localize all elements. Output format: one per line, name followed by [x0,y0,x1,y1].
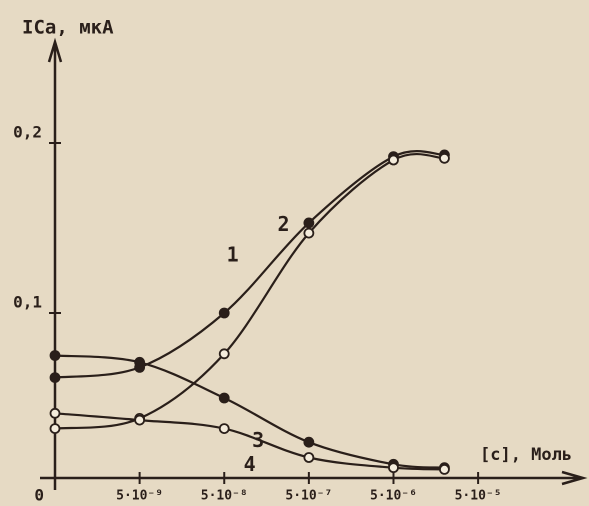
x-tick-label: 5·10⁻⁵ [455,489,502,504]
data-point [389,156,398,165]
series-label: 2 [277,212,289,236]
x-tick-label: 5·10⁻⁸ [201,489,248,504]
chart: ICa, мкА [c], Моль 5·10⁻⁹ 5·10⁻⁸ 5·10⁻⁷ 5·1… [0,0,589,506]
x-tick-label: 5·10⁻⁷ [285,489,332,504]
series-label: 4 [244,452,256,476]
data-point [304,218,313,227]
data-point [440,154,449,163]
x-axis-label: [c], Моль [480,445,572,465]
y-tick-label: 0,2 [13,123,42,142]
data-point [51,424,60,433]
data-point [220,309,229,318]
x-tick-label: 5·10⁻⁹ [116,489,163,504]
data-point [304,229,313,238]
x-tick-label: 5·10⁻⁶ [370,489,417,504]
data-point [220,349,229,358]
data-point [51,373,60,382]
y-tick-label: 0 [34,486,44,505]
data-point [389,463,398,472]
data-point [51,409,60,418]
data-point [220,424,229,433]
series-label: 1 [227,242,239,266]
data-point [51,351,60,360]
y-tick-label: 0,1 [13,293,42,312]
data-point [220,394,229,403]
data-point [304,438,313,447]
data-point [304,453,313,462]
data-point [135,358,144,367]
y-axis-label: ICa, мкА [22,17,114,39]
data-point [135,416,144,425]
data-point [440,465,449,474]
